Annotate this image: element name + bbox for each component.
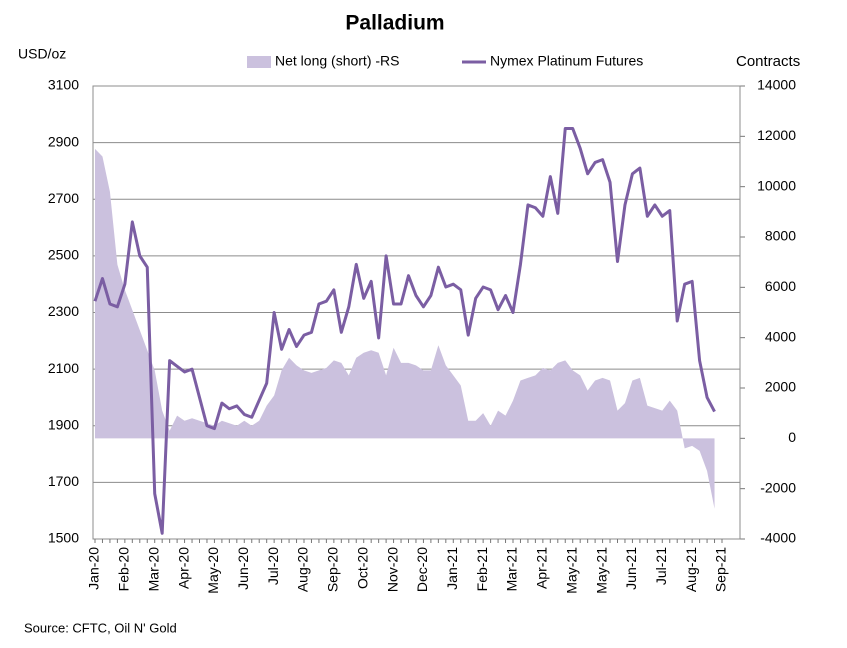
y2-tick-label: 10000 xyxy=(757,177,796,193)
y-tick-label: 3100 xyxy=(48,77,79,93)
x-tick-label: Aug-20 xyxy=(295,547,311,592)
line xyxy=(93,126,716,535)
x-tick-label: Aug-21 xyxy=(683,547,699,592)
y2-axis-title: Contracts xyxy=(736,53,800,70)
y-tick-label: 2100 xyxy=(48,360,79,376)
x-tick-label: Jul-21 xyxy=(653,547,669,585)
y-tick-label: 1500 xyxy=(48,530,79,546)
y2-tick-label: -2000 xyxy=(760,479,796,495)
y2-tick-label: 6000 xyxy=(765,278,796,294)
x-tick-label: Feb-21 xyxy=(474,547,490,592)
y-tick-label: 1900 xyxy=(48,416,79,432)
y2-tick-label: 12000 xyxy=(757,127,796,143)
y-tick-label: 2900 xyxy=(48,133,79,149)
y2-tick-label: -4000 xyxy=(760,530,796,546)
y-tick-label: 2700 xyxy=(48,190,79,206)
y2-tick-label: 14000 xyxy=(757,77,796,93)
y2-tick-label: 0 xyxy=(788,429,796,445)
legend-label: Net long (short) -RS xyxy=(275,53,399,69)
x-tick-label: Jun-21 xyxy=(623,547,639,590)
plot-frame xyxy=(92,85,741,540)
x-tick-label: Jul-20 xyxy=(265,547,281,585)
x-tick-label: May-21 xyxy=(563,547,579,594)
y2-tick-label: 8000 xyxy=(765,228,796,244)
legend-label: Nymex Platinum Futures xyxy=(490,53,643,69)
y2-tick-label: 4000 xyxy=(765,328,796,344)
x-tick-label: Apr-21 xyxy=(534,547,550,589)
x-tick-label: Nov-20 xyxy=(384,547,400,592)
x-tick-label: Oct-20 xyxy=(354,547,370,589)
y-tick-label: 1700 xyxy=(48,473,79,489)
x-tick-label: Mar-21 xyxy=(504,547,520,592)
x-tick-label: Jun-20 xyxy=(235,547,251,590)
chart-title: Palladium xyxy=(345,12,444,35)
x-tick-label: May-20 xyxy=(205,547,221,594)
x-tick-label: Feb-20 xyxy=(116,547,132,592)
x-tick-label: Sep-21 xyxy=(713,547,729,592)
y-tick-label: 2300 xyxy=(48,303,79,319)
legend-swatch xyxy=(247,56,271,68)
source-note: Source: CFTC, Oil N' Gold xyxy=(24,620,177,635)
x-tick-label: Dec-20 xyxy=(414,547,430,592)
x-tick-label: Jan-20 xyxy=(86,547,102,590)
x-tick-label: May-21 xyxy=(593,547,609,594)
y-axis-title: USD/oz xyxy=(18,46,66,62)
area xyxy=(95,148,715,509)
x-tick-label: Jan-21 xyxy=(444,547,460,590)
x-tick-label: Apr-20 xyxy=(175,547,191,589)
y-tick-label: 2500 xyxy=(48,247,79,263)
x-tick-label: Sep-20 xyxy=(325,547,341,592)
y2-tick-label: 2000 xyxy=(765,379,796,395)
x-tick-label: Mar-20 xyxy=(145,547,161,592)
